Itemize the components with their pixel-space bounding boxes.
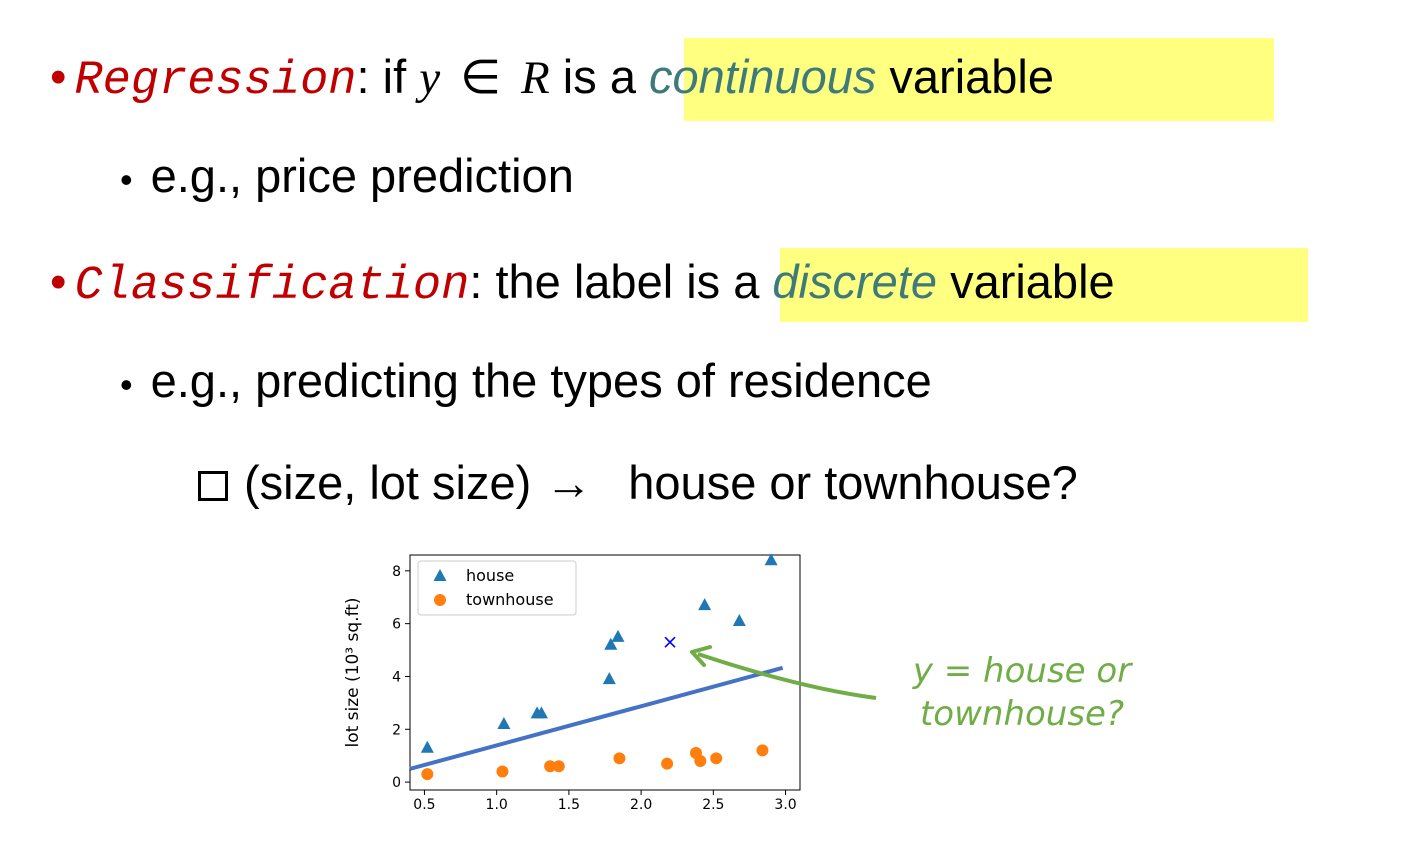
arrow-shaft [697, 652, 877, 700]
legend-label: house [466, 566, 514, 585]
arrow-icon: → [545, 456, 593, 509]
legend-marker-house [433, 569, 447, 581]
regression-item: • Regression: if y ∈ R is a continuous vari… [50, 53, 1054, 105]
element-of-symbol: ∈ [460, 50, 502, 103]
scatter-chart: 0.5 1.0 1.5 2.0 2.5 3.0 0 2 4 6 8 lot size (10³ sq.… [343, 553, 801, 813]
townhouse-point [694, 754, 707, 767]
townhouse-point [710, 752, 723, 765]
house-point [604, 637, 618, 650]
y-tick-label: 0 [392, 775, 401, 791]
y-tick-label: 2 [392, 722, 401, 738]
arrow-head [690, 645, 712, 667]
bullet: • [120, 159, 133, 200]
regression-condition: : if [356, 50, 420, 103]
regression-example: • e.g., price prediction [120, 152, 574, 199]
classification-term: Classification [74, 260, 470, 313]
subitem-text: (size, lot size) [244, 456, 532, 509]
x-tick-label: 2.0 [630, 797, 652, 813]
annotation: y = house or townhouse? [898, 650, 1146, 735]
regression-term: Regression [74, 55, 357, 108]
classification-item: • Classification: the label is a discrete… [50, 258, 1115, 310]
classification-example: • e.g., predicting the types of residence [120, 357, 932, 404]
bullet: • [50, 255, 67, 308]
query-point [664, 636, 676, 648]
house-point [698, 598, 712, 611]
y-tick-label: 6 [392, 617, 401, 633]
regression-a: a [609, 50, 636, 103]
x-tick-label: 1.0 [486, 797, 508, 813]
discrete-word: discrete [772, 255, 937, 308]
townhouse-point [496, 765, 509, 778]
x-tick-label: 2.5 [702, 797, 724, 813]
classification-condition: : the label is [469, 255, 721, 308]
legend-box [417, 560, 577, 616]
set-r: R [521, 52, 550, 104]
annotation-line-2: townhouse? [919, 693, 1125, 734]
checkbox-icon [198, 471, 228, 501]
classification-variable: variable [950, 255, 1115, 308]
classification-example-text: e.g., predicting the types of residence [150, 354, 932, 407]
bullet: • [50, 50, 67, 103]
house-point [497, 716, 511, 729]
y-axis-label: lot size (10³ sq.ft) [343, 597, 363, 747]
townhouse-point [544, 760, 557, 773]
highlight-discrete [780, 248, 1308, 322]
annotation-arrow [690, 645, 877, 700]
y-tick-label: 4 [392, 669, 401, 685]
var-y: y [419, 52, 441, 104]
legend-label: townhouse [466, 590, 554, 609]
x-tick-label: 1.5 [558, 797, 580, 813]
townhouse-point [661, 757, 674, 770]
regression-example-text: e.g., price prediction [150, 149, 574, 202]
house-point [602, 672, 616, 685]
regression-variable: variable [889, 50, 1055, 103]
x-tick-label: 3.0 [774, 797, 796, 813]
subitem-question: house or townhouse? [628, 456, 1078, 509]
house-point [732, 614, 746, 627]
house-point [611, 629, 625, 642]
townhouse-point [756, 744, 769, 757]
y-tick-label: 8 [392, 564, 401, 580]
continuous-word: continuous [649, 50, 877, 103]
townhouse-point [613, 752, 626, 765]
bullet: • [120, 364, 133, 405]
annotation-line-1: y = house or [912, 651, 1132, 691]
plot-frame [409, 554, 801, 791]
townhouse-point [552, 760, 565, 773]
regression-is: is [549, 50, 597, 103]
townhouse-point [421, 768, 434, 781]
highlight-continuous [684, 38, 1274, 121]
legend-marker-townhouse [434, 594, 446, 606]
subitem: (size, lot size) → house or townhouse? [198, 459, 1078, 506]
classification-a: a [733, 255, 760, 308]
decision-boundary-line [409, 665, 784, 771]
x-tick-label: 0.5 [413, 797, 435, 813]
house-point [420, 740, 434, 753]
house-point [534, 706, 548, 719]
house-point [764, 553, 778, 566]
